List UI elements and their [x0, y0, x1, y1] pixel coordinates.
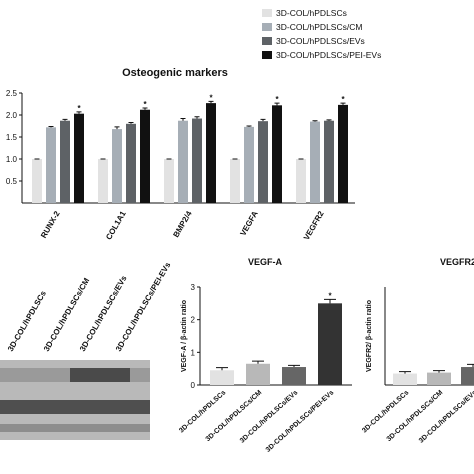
bar	[126, 123, 136, 203]
y-tick-label: 0.5	[6, 177, 18, 186]
legend-label: 3D-COL/hPDLSCs	[276, 8, 347, 18]
y-tick-label: 0	[191, 381, 196, 390]
y-tick-label: 1	[191, 348, 196, 357]
bar	[461, 367, 474, 385]
x-tick-label: RUNX-2	[39, 209, 62, 240]
bar	[32, 159, 42, 203]
error-bar	[48, 125, 54, 128]
error-bar	[194, 116, 200, 119]
y-tick-label: 1.5	[6, 133, 18, 142]
blot-band	[0, 424, 150, 432]
bar	[324, 120, 334, 203]
significance: *	[209, 93, 213, 102]
error-bar	[433, 370, 445, 373]
bar	[60, 120, 70, 203]
chart-title: VEGFR2	[440, 257, 474, 267]
bar	[112, 129, 122, 203]
significance: *	[143, 100, 147, 109]
x-tick-label: 3D-COL/hPDLSCs/EVs	[239, 389, 300, 445]
lane-label: 3D-COL/hPDLSCs	[6, 289, 48, 353]
legend-label: 3D-COL/hPDLSCs/EVs	[276, 36, 365, 46]
significance: *	[328, 291, 332, 300]
y-tick-label: 2.5	[6, 89, 18, 98]
legend-label: 3D-COL/hPDLSCs/CM	[276, 22, 362, 32]
error-bar	[114, 126, 120, 130]
error-bar	[128, 121, 134, 124]
bar	[164, 159, 174, 203]
error-bar	[62, 118, 68, 121]
error-bar	[288, 364, 300, 368]
bar	[230, 159, 240, 203]
x-tick-label: 3D-COL/hPDLSCs/EVs	[418, 389, 474, 445]
y-tick-label: 2	[191, 316, 196, 325]
x-tick-label: VEGFR2	[302, 209, 326, 242]
error-bar	[76, 111, 82, 114]
error-bar	[324, 298, 336, 304]
bar	[74, 113, 84, 203]
legend-label: 3D-COL/hPDLSCs/PEI-EVs	[276, 50, 381, 60]
bar	[310, 121, 320, 203]
bar	[318, 303, 342, 385]
error-bar	[142, 107, 148, 110]
bar	[210, 370, 234, 385]
error-bar	[340, 102, 346, 105]
x-tick-label: 3D-COL/hPDLSCs/PEI-EVs	[265, 389, 336, 454]
bar	[338, 104, 348, 203]
x-tick-label: 3D-COL/hPDLSCs/CM	[386, 389, 445, 443]
error-bar	[260, 118, 266, 122]
legend-swatch	[262, 9, 272, 17]
chart-title: VEGF-A	[248, 257, 283, 267]
y-tick-label: 1.0	[6, 155, 18, 164]
error-bar	[326, 119, 332, 121]
legend-swatch	[262, 51, 272, 59]
y-tick-label: 3	[191, 283, 196, 292]
bar	[244, 126, 254, 203]
bar	[282, 367, 306, 385]
error-bar	[216, 367, 228, 371]
western-blot	[0, 360, 150, 440]
bar	[427, 372, 451, 385]
bar	[98, 159, 108, 203]
legend-swatch	[262, 37, 272, 45]
chart-title: Osteogenic markers	[122, 67, 228, 79]
significance: *	[341, 95, 345, 104]
legend-swatch	[262, 23, 272, 31]
significance: *	[77, 104, 81, 113]
bar	[192, 118, 202, 203]
y-tick-label: 2.0	[6, 111, 18, 120]
lane-label: 3D-COL/hPDLSCs/PEI-EVs	[114, 260, 173, 353]
error-bar	[180, 118, 186, 121]
error-bar	[252, 360, 264, 364]
bar	[140, 109, 150, 203]
bar	[296, 159, 306, 203]
bar	[46, 127, 56, 203]
bar	[246, 363, 270, 385]
y-axis-label: VEGF-A / β-actin ratio	[181, 300, 188, 372]
error-bar	[312, 120, 318, 122]
error-bar	[208, 100, 214, 104]
error-bar	[246, 125, 252, 127]
blot-band	[70, 368, 130, 382]
error-bar	[274, 102, 280, 106]
error-bar	[399, 371, 411, 374]
error-bar	[467, 363, 474, 368]
x-tick-label: VEGFA	[238, 209, 259, 237]
bar	[258, 121, 268, 203]
y-axis-label: VEGFR2/ β-actin ratio	[366, 300, 373, 372]
x-tick-label: BMP2/4	[171, 209, 194, 239]
x-tick-label: COL1A1	[104, 209, 128, 241]
bar	[206, 103, 216, 203]
bar	[393, 373, 417, 385]
bar	[178, 120, 188, 203]
bar	[272, 105, 282, 203]
blot-band	[0, 400, 150, 414]
significance: *	[275, 95, 279, 104]
